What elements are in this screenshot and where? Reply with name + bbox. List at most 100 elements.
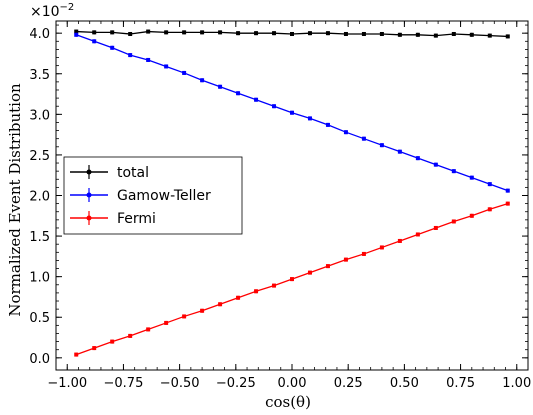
data-point: [164, 30, 169, 35]
legend-item: Gamow-Teller: [70, 188, 211, 204]
data-point: [290, 277, 294, 282]
data-point: [128, 31, 133, 36]
data-point: [200, 308, 205, 313]
data-point: [254, 289, 259, 294]
data-point: [379, 31, 384, 36]
y-axis-label: Normalized Event Distribution: [6, 83, 24, 317]
data-point: [307, 31, 312, 36]
data-point: [236, 31, 241, 36]
data-point: [397, 149, 402, 154]
y-tick-label: 1.0: [29, 271, 50, 286]
data-point: [307, 116, 312, 121]
legend-item: total: [70, 165, 149, 181]
data-point: [200, 30, 205, 35]
legend-label: Gamow-Teller: [117, 188, 211, 204]
data-point: [397, 238, 402, 243]
data-point: [451, 31, 456, 36]
data-point: [487, 33, 492, 38]
data-point: [146, 327, 151, 332]
legend-items: total Gamow-Teller Fermi: [70, 165, 211, 227]
data-point: [92, 39, 97, 44]
data-point: [325, 122, 330, 127]
data-point: [200, 78, 205, 83]
data-point: [307, 270, 312, 275]
legend-label: Fermi: [117, 211, 156, 227]
y-axis-scale-factor: ×10−2: [30, 2, 74, 20]
data-point: [182, 70, 187, 75]
data-point: [343, 31, 348, 36]
data-point: [361, 31, 366, 36]
data-point: [74, 32, 79, 37]
y-tick-label: 2.5: [29, 149, 50, 164]
data-point: [290, 110, 294, 115]
data-point: [236, 91, 241, 96]
data-point: [146, 29, 151, 34]
data-point: [74, 29, 79, 34]
series-total: [74, 29, 510, 39]
data-point: [290, 31, 294, 36]
data-point: [92, 30, 97, 35]
legend: total Gamow-Teller Fermi: [63, 156, 243, 235]
data-point: [343, 257, 348, 262]
x-tick-label: −0.50: [160, 376, 200, 391]
data-point: [74, 352, 79, 357]
y-tick-label: 1.5: [29, 230, 50, 245]
data-point: [128, 53, 133, 58]
data-point: [236, 295, 241, 300]
data-point: [379, 143, 384, 148]
y-tick-label: 3.0: [29, 108, 50, 123]
data-point: [415, 232, 420, 237]
data-point: [110, 30, 115, 35]
data-point: [182, 30, 187, 35]
data-point: [343, 130, 348, 135]
data-point: [433, 162, 438, 167]
data-point: [361, 251, 366, 256]
data-point: [325, 31, 330, 36]
legend-swatch-marker: [86, 215, 92, 221]
data-point: [469, 32, 474, 37]
data-point: [505, 188, 510, 193]
x-tick-label: −0.75: [104, 376, 144, 391]
data-point: [415, 32, 420, 37]
data-point: [361, 136, 366, 141]
data-point: [505, 201, 510, 206]
tick-labels: −1.00 −0.75 −0.50 −0.25 0.00 0.25 0.50 0.75 1.00…: [29, 27, 531, 391]
y-axis-scale-exponent: −2: [60, 2, 75, 13]
data-point: [218, 30, 223, 35]
data-point: [254, 97, 259, 102]
x-tick-label: −1.00: [47, 376, 87, 391]
data-point: [487, 207, 492, 212]
data-point: [272, 283, 277, 288]
x-tick-label: 0.00: [278, 376, 307, 391]
data-point: [110, 45, 115, 50]
y-axis-scale-base: ×10: [30, 4, 60, 20]
data-point: [164, 320, 169, 325]
data-point: [218, 302, 223, 307]
legend-item: Fermi: [70, 211, 156, 227]
x-tick-label: 0.75: [446, 376, 475, 391]
data-point: [487, 182, 492, 187]
data-point: [379, 245, 384, 250]
data-point: [128, 333, 133, 338]
data-point: [325, 264, 330, 269]
data-point: [272, 104, 277, 109]
data-point: [92, 346, 97, 351]
data-point: [505, 34, 510, 39]
y-tick-label: 0.0: [29, 352, 50, 367]
series-fermi: [74, 201, 510, 357]
y-tick-label: 0.5: [29, 311, 50, 326]
data-point: [451, 219, 456, 224]
x-tick-label: 0.50: [390, 376, 419, 391]
data-point: [433, 225, 438, 230]
data-point: [254, 31, 259, 36]
series-layer: [74, 29, 510, 357]
legend-label: total: [117, 165, 149, 181]
y-tick-label: 2.0: [29, 190, 50, 205]
data-point: [397, 32, 402, 37]
x-tick-label: 1.00: [502, 376, 531, 391]
series-gamow-teller: [74, 32, 510, 193]
data-point: [182, 314, 187, 319]
data-point: [110, 339, 115, 344]
data-point: [164, 64, 169, 69]
